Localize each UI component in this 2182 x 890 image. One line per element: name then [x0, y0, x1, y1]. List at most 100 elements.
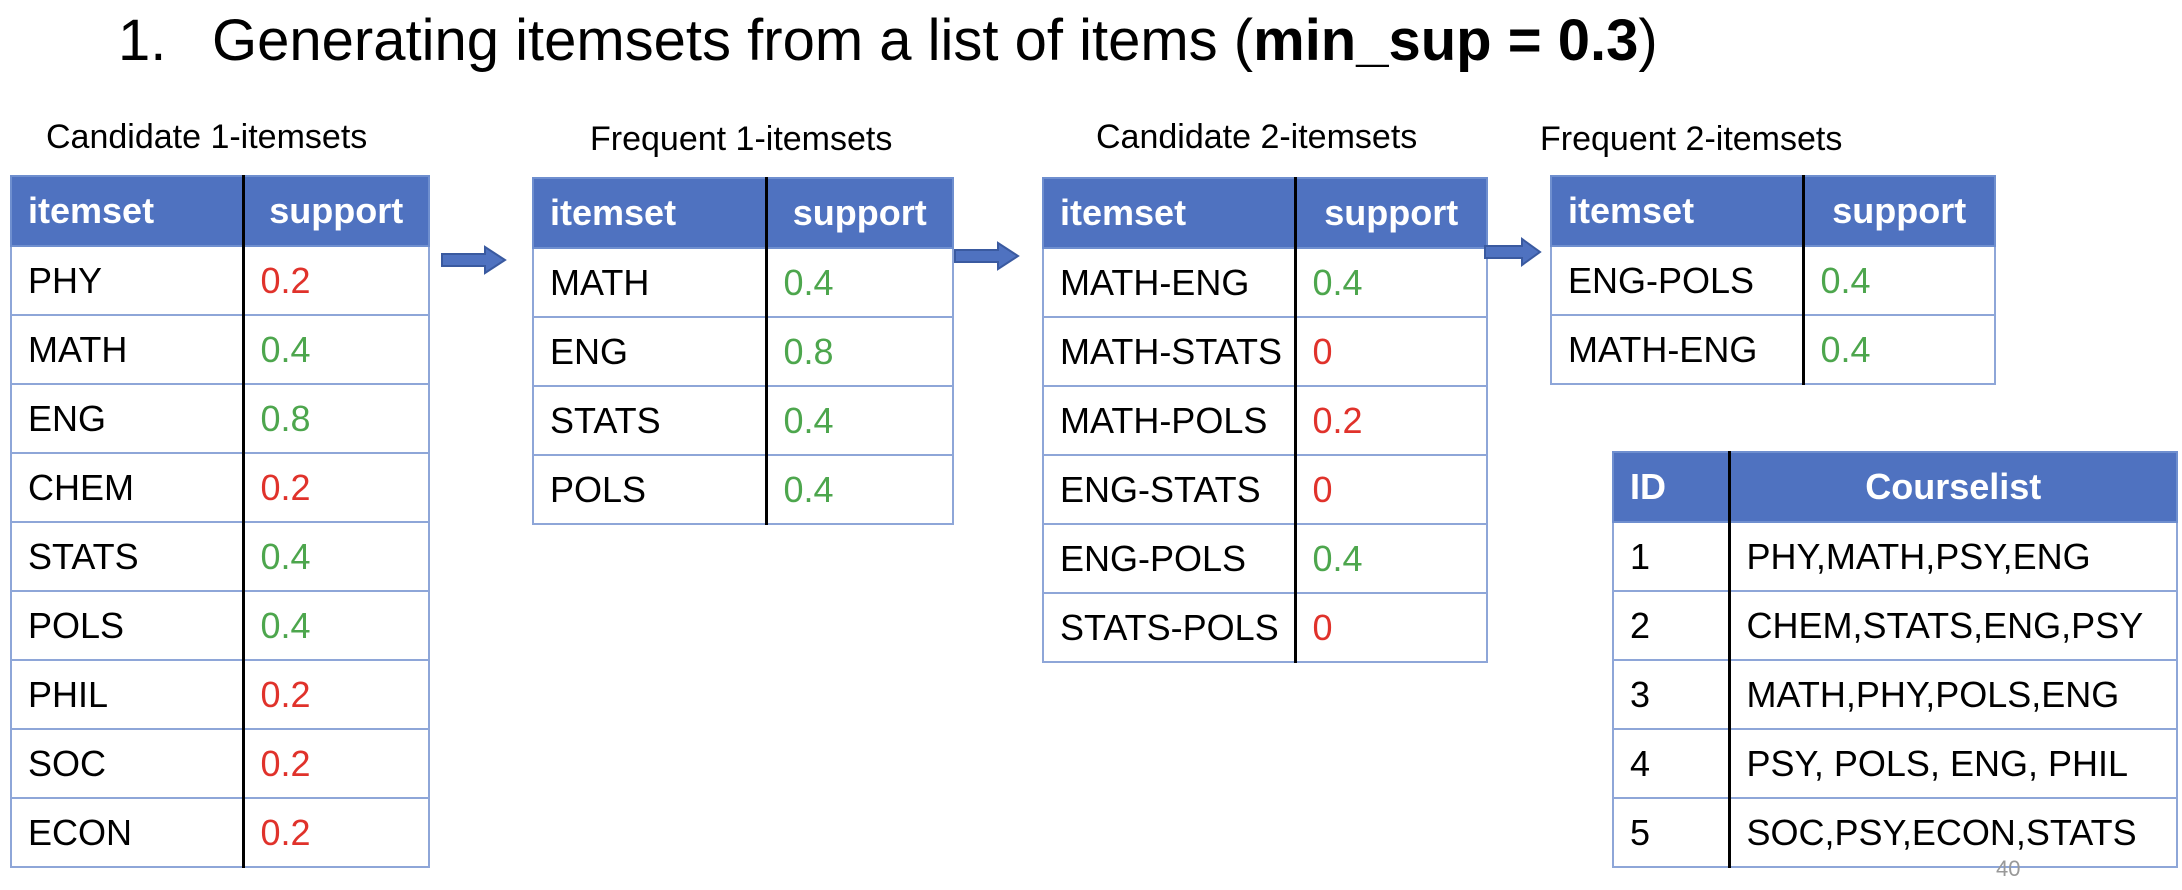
itemset-cell: STATS-POLS — [1042, 592, 1296, 663]
itemset-cell: SOC — [10, 728, 244, 799]
itemset-cell: PHIL — [10, 659, 244, 730]
support-cell: 0.4 — [1801, 245, 1996, 316]
table-row: POLS 0.4 — [10, 590, 430, 661]
itemset-cell: ENG — [10, 383, 244, 454]
itemset-cell: CHEM — [10, 452, 244, 523]
table-row: MATH-POLS 0.2 — [1042, 385, 1488, 456]
support-cell: 0 — [1293, 316, 1488, 387]
table-row: ENG 0.8 — [10, 383, 430, 454]
support-cell: 0.4 — [1293, 247, 1488, 318]
column-header: support — [764, 177, 954, 249]
column-header: itemset — [1042, 177, 1296, 249]
table-row: PHY 0.2 — [10, 245, 430, 316]
title-prefix: Generating itemsets from a list of items… — [212, 8, 1254, 73]
support-cell: 0.8 — [764, 316, 954, 387]
course-id-cell: 3 — [1612, 659, 1730, 730]
itemset-cell: MATH — [532, 247, 767, 318]
column-header: support — [1801, 175, 1996, 247]
table-row: POLS 0.4 — [532, 454, 954, 525]
table-row: PHIL 0.2 — [10, 659, 430, 730]
itemset-cell: MATH-POLS — [1042, 385, 1296, 456]
table-header-row: itemset support — [532, 177, 954, 249]
itemset-cell: MATH-ENG — [1550, 314, 1804, 385]
support-cell: 0.2 — [241, 797, 430, 868]
support-cell: 0.2 — [241, 728, 430, 799]
page-number: 40 — [1996, 856, 2021, 881]
support-cell: 0 — [1293, 454, 1488, 525]
table-row: MATH-ENG 0.4 — [1550, 314, 1996, 385]
courselist-cell: CHEM,STATS,ENG,PSY — [1727, 590, 2178, 661]
table-row: 5 SOC,PSY,ECON,STATS — [1612, 797, 2178, 868]
column-header: support — [1293, 177, 1488, 249]
table-row: ENG-POLS 0.4 — [1550, 245, 1996, 316]
column-header: Courselist — [1727, 451, 2178, 523]
itemset-cell: STATS — [532, 385, 767, 456]
courselist-cell: PSY, POLS, ENG, PHIL — [1727, 728, 2178, 799]
column-header: itemset — [1550, 175, 1804, 247]
courselist-cell: MATH,PHY,POLS,ENG — [1727, 659, 2178, 730]
candidate-1-caption: Candidate 1-itemsets — [46, 118, 368, 156]
course-id-cell: 2 — [1612, 590, 1730, 661]
itemset-cell: POLS — [532, 454, 767, 525]
courselist-table: ID Courselist 1 PHY,MATH,PSY,ENG 2 CHEM,STATS… — [1612, 451, 2178, 868]
table-row: CHEM 0.2 — [10, 452, 430, 523]
table-row: ENG-STATS 0 — [1042, 454, 1488, 525]
table-row: STATS 0.4 — [10, 521, 430, 592]
support-cell: 0.2 — [241, 245, 430, 316]
candidate-1-itemsets-table: itemset support PHY 0.2 MATH 0.4 ENG 0.8 CHEM 0.2… — [10, 175, 430, 868]
column-header: itemset — [10, 175, 244, 247]
candidate-2-itemsets-table: itemset support MATH-ENG 0.4 MATH-STATS 0 MATH… — [1042, 177, 1488, 663]
courselist-cell: PHY,MATH,PSY,ENG — [1727, 521, 2178, 592]
column-header: ID — [1612, 451, 1730, 523]
arrow-right-icon — [954, 241, 1020, 271]
itemset-cell: ECON — [10, 797, 244, 868]
itemset-cell: ENG-POLS — [1042, 523, 1296, 594]
support-cell: 0.4 — [764, 247, 954, 318]
support-cell: 0.4 — [764, 454, 954, 525]
title-number: 1. — [118, 8, 167, 73]
table-header-row: itemset support — [1550, 175, 1996, 247]
itemset-cell: POLS — [10, 590, 244, 661]
support-cell: 0.4 — [1293, 523, 1488, 594]
arrow-right-icon — [1484, 237, 1542, 267]
support-cell: 0.2 — [1293, 385, 1488, 456]
table-row: ENG-POLS 0.4 — [1042, 523, 1488, 594]
candidate-2-caption: Candidate 2-itemsets — [1096, 118, 1418, 156]
table-header-row: ID Courselist — [1612, 451, 2178, 523]
title-min-sup: min_sup = 0.3 — [1253, 8, 1639, 73]
arrow-right-icon — [441, 245, 507, 275]
table-row: STATS 0.4 — [532, 385, 954, 456]
itemset-cell: ENG-POLS — [1550, 245, 1804, 316]
table-header-row: itemset support — [10, 175, 430, 247]
course-id-cell: 1 — [1612, 521, 1730, 592]
courselist-cell: SOC,PSY,ECON,STATS — [1727, 797, 2178, 868]
table-row: MATH-STATS 0 — [1042, 316, 1488, 387]
support-cell: 0.4 — [241, 590, 430, 661]
itemset-cell: ENG-STATS — [1042, 454, 1296, 525]
slide-title: 1. Generating itemsets from a list of ite… — [118, 6, 1658, 76]
table-row: STATS-POLS 0 — [1042, 592, 1488, 663]
support-cell: 0.4 — [764, 385, 954, 456]
support-cell: 0.4 — [241, 314, 430, 385]
table-row: 4 PSY, POLS, ENG, PHIL — [1612, 728, 2178, 799]
table-row: MATH 0.4 — [10, 314, 430, 385]
frequent-1-caption: Frequent 1-itemsets — [590, 120, 893, 158]
course-id-cell: 5 — [1612, 797, 1730, 868]
table-row: SOC 0.2 — [10, 728, 430, 799]
support-cell: 0.4 — [1801, 314, 1996, 385]
itemset-cell: STATS — [10, 521, 244, 592]
table-row: MATH 0.4 — [532, 247, 954, 318]
itemset-cell: ENG — [532, 316, 767, 387]
itemset-cell: MATH-STATS — [1042, 316, 1296, 387]
table-row: ENG 0.8 — [532, 316, 954, 387]
course-id-cell: 4 — [1612, 728, 1730, 799]
frequent-2-itemsets-table: itemset support ENG-POLS 0.4 MATH-ENG 0.4 — [1550, 175, 1996, 385]
table-row: 2 CHEM,STATS,ENG,PSY — [1612, 590, 2178, 661]
title-suffix: ) — [1638, 8, 1658, 73]
itemset-cell: MATH-ENG — [1042, 247, 1296, 318]
table-row: ECON 0.2 — [10, 797, 430, 868]
table-row: 1 PHY,MATH,PSY,ENG — [1612, 521, 2178, 592]
support-cell: 0.8 — [241, 383, 430, 454]
table-row: 3 MATH,PHY,POLS,ENG — [1612, 659, 2178, 730]
frequent-2-caption: Frequent 2-itemsets — [1540, 120, 1843, 158]
